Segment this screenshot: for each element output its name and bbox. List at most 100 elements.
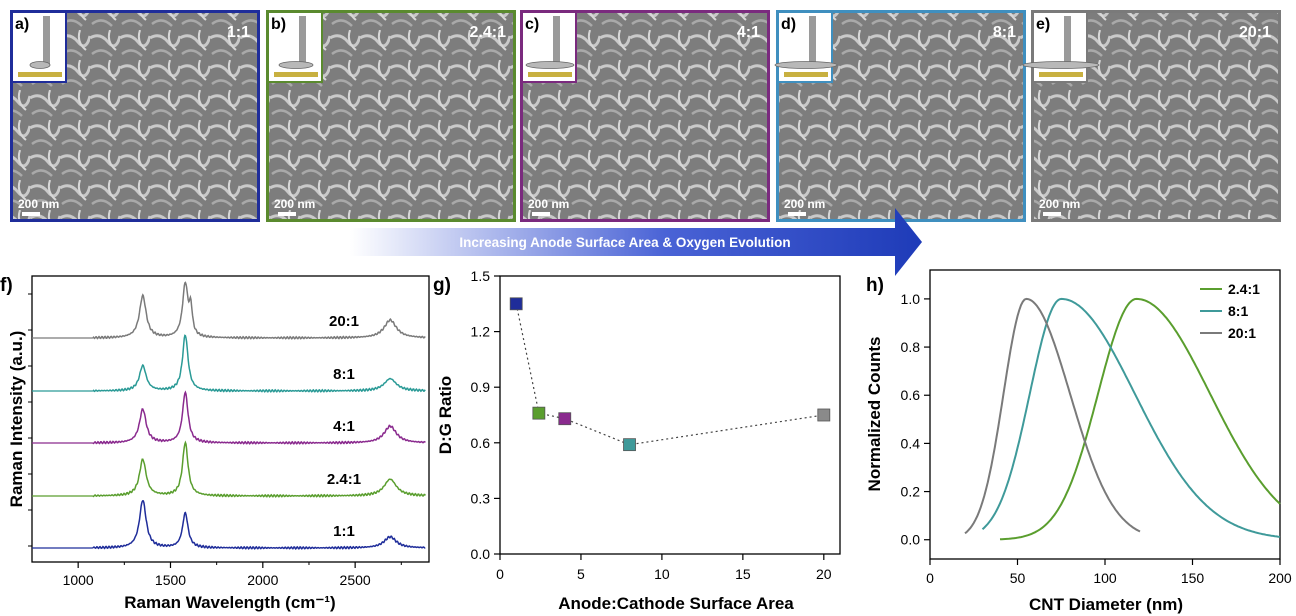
- legend-label: 20:1: [1228, 325, 1256, 341]
- raman-chart: f) 1000 1500 2000 2500 1:1 2.4:1 4:1 8:1 20:1 R…: [0, 275, 430, 612]
- x-tick-label: 1000: [63, 572, 94, 588]
- x-tick-label: 15: [735, 566, 751, 582]
- scalebar: [1043, 212, 1061, 216]
- raman-spectrum-line: [92, 390, 426, 445]
- oxygen-evolution-arrow: Increasing Anode Surface Area & Oxygen E…: [350, 208, 922, 276]
- x-tick-label: 2000: [247, 572, 278, 588]
- y-tick-label: 0.8: [901, 339, 921, 355]
- sem-ratio-label: 4:1: [737, 24, 760, 41]
- dg-y-axis-label: D:G Ratio: [436, 376, 455, 454]
- x-tick-label: 200: [1268, 570, 1292, 586]
- diameter-series-8:1: [981, 297, 1281, 538]
- raman-series-label: 4:1: [333, 418, 355, 435]
- y-tick-label: 0.0: [471, 546, 491, 562]
- sem-image-row: a) 1:1 200 nm b) 2.4:1 200 nm c) 4:1 200 nm d) 8:1…: [10, 10, 1281, 222]
- scalebar-label: 200 nm: [274, 197, 315, 211]
- raman-series-label: 20:1: [329, 313, 359, 330]
- scalebar-label: 200 nm: [528, 197, 569, 211]
- raman-x-axis-label: Raman Wavelength (cm⁻¹): [124, 593, 335, 612]
- diameter-y-axis-label: Normalized Counts: [865, 337, 884, 492]
- raman-series-label: 2.4:1: [327, 471, 361, 488]
- legend-label: 2.4:1: [1228, 281, 1260, 297]
- electrode-schematic-icon: [521, 11, 577, 83]
- dg-point: [558, 412, 572, 426]
- sem-panel-letter: e): [1036, 16, 1050, 33]
- y-tick-label: 0.2: [901, 484, 921, 500]
- sem-panel-3: c) 4:1 200 nm: [520, 10, 770, 222]
- sem-panel-2: b) 2.4:1 200 nm: [266, 10, 516, 222]
- scalebar-label: 200 nm: [1039, 197, 1080, 211]
- panel-letter-f: f): [0, 275, 13, 296]
- raman-series-4:1: 4:1: [32, 390, 426, 445]
- diameter-series-2.4:1: [999, 297, 1281, 541]
- y-tick-label: 0.9: [471, 379, 491, 395]
- dg-point: [509, 297, 523, 311]
- dg-point: [817, 408, 831, 422]
- electrode-schematic-icon: [1022, 11, 1100, 83]
- y-tick-label: 0.6: [901, 387, 921, 403]
- x-tick-label: 5: [577, 566, 585, 582]
- raman-y-axis-label: Raman Intensity (a.u.): [7, 331, 26, 508]
- x-tick-label: 10: [654, 566, 670, 582]
- arrow-shape: [350, 208, 922, 276]
- panel-letter-h: h): [866, 275, 884, 296]
- x-tick-label: 100: [1093, 570, 1117, 586]
- arrow-label: Increasing Anode Surface Area & Oxygen E…: [459, 235, 790, 250]
- sem-panel-4: d) 8:1 200 nm: [774, 10, 1026, 222]
- raman-plot-frame: [31, 275, 430, 563]
- sem-panel-letter: c): [525, 16, 539, 33]
- y-tick-label: 0.4: [901, 435, 921, 451]
- sem-ratio-label: 20:1: [1239, 24, 1271, 41]
- sem-border: [266, 10, 516, 222]
- electrode-schematic-icon: [267, 11, 323, 83]
- x-tick-label: 0: [926, 570, 934, 586]
- x-tick-label: 150: [1181, 570, 1205, 586]
- raman-series-2.4:1: 2.4:1: [32, 440, 426, 498]
- raman-spectrum-line: [92, 334, 426, 393]
- sem-ratio-label: 2.4:1: [470, 24, 507, 41]
- scalebar: [22, 212, 40, 216]
- sem-panel-5: e) 20:1 200 nm: [1022, 10, 1281, 222]
- sem-border: [520, 10, 770, 222]
- y-tick-label: 0.6: [471, 435, 491, 451]
- sem-panel-letter: b): [271, 16, 286, 33]
- sem-border: [1031, 10, 1281, 222]
- dg-point: [623, 438, 636, 452]
- raman-series-1:1: 1:1: [32, 499, 426, 551]
- sem-panel-letter: a): [15, 16, 29, 33]
- electrode-schematic-icon: [11, 11, 67, 83]
- raman-series-20:1: 20:1: [32, 281, 426, 340]
- raman-spectrum-line: [92, 281, 426, 340]
- raman-series-8:1: 8:1: [32, 334, 426, 393]
- y-tick-label: 1.0: [901, 291, 921, 307]
- diameter-legend: 2.4:1 8:1 20:1: [1200, 281, 1260, 341]
- panel-letter-g: g): [433, 275, 451, 296]
- dg-plot-frame: [499, 275, 841, 555]
- diameter-chart: h) 0 50 100 150 200 0.0 0.2 0.4 0.6 0.8 1.0 2.4:1 8…: [865, 269, 1292, 614]
- raman-series-label: 1:1: [333, 523, 355, 540]
- y-tick-label: 1.5: [471, 268, 491, 284]
- raman-spectrum-line: [92, 499, 426, 551]
- diameter-x-axis-label: CNT Diameter (nm): [1029, 595, 1183, 614]
- dg-ratio-chart: g) 0 5 10 15 20 0.0 0.3 0.6 0.9 1.2 1.5 Anode:Cath…: [433, 268, 841, 613]
- dg-point: [532, 406, 546, 420]
- x-tick-label: 1500: [155, 572, 186, 588]
- scalebar: [788, 212, 806, 216]
- raman-series-label: 8:1: [333, 366, 355, 383]
- scalebar-label: 200 nm: [18, 197, 59, 211]
- sem-ratio-label: 8:1: [993, 24, 1016, 41]
- y-tick-label: 1.2: [471, 324, 491, 340]
- x-tick-label: 50: [1010, 570, 1026, 586]
- raman-spectrum-line: [92, 440, 426, 498]
- x-tick-label: 20: [816, 566, 832, 582]
- x-tick-label: 2500: [340, 572, 371, 588]
- x-tick-label: 0: [496, 566, 504, 582]
- sem-ratio-label: 1:1: [227, 24, 250, 41]
- scalebar: [532, 212, 550, 216]
- y-tick-label: 0.3: [471, 490, 491, 506]
- scalebar: [278, 212, 296, 216]
- sem-panel-1: a) 1:1 200 nm: [10, 10, 260, 222]
- y-tick-label: 0.0: [901, 532, 921, 548]
- diameter-series-20:1: [964, 297, 1141, 535]
